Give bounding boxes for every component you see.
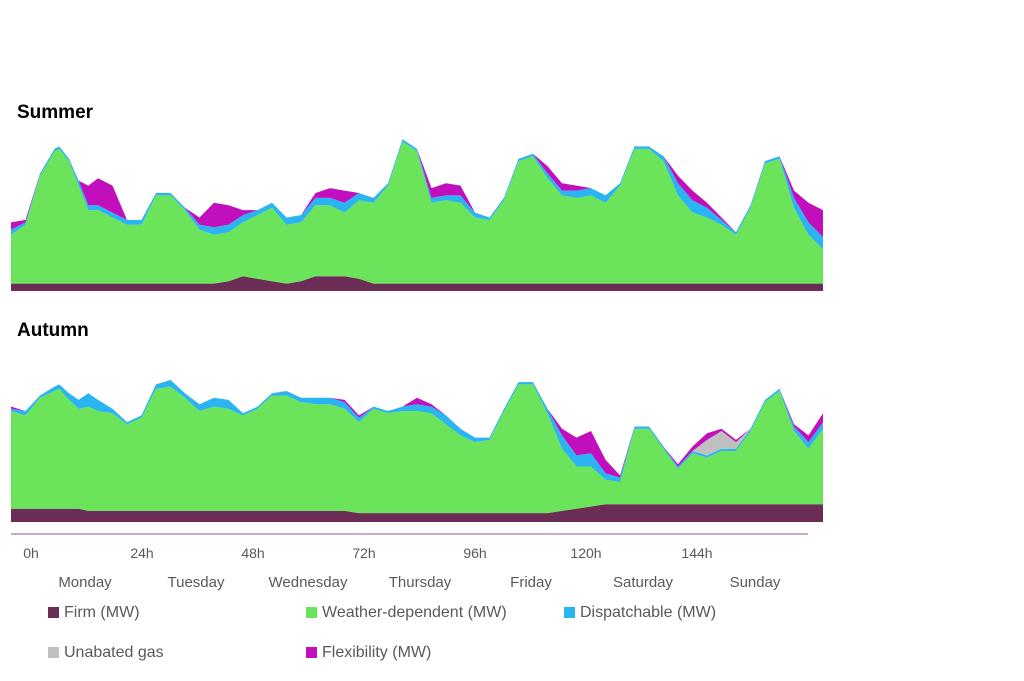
x-tick-label: 0h bbox=[23, 545, 39, 561]
legend-label: Firm (MW) bbox=[64, 604, 140, 621]
day-label: Saturday bbox=[613, 574, 674, 591]
area-weather-autumn bbox=[11, 384, 823, 514]
day-label: Monday bbox=[58, 574, 112, 591]
legend-label: Dispatchable (MW) bbox=[580, 604, 716, 621]
chart-panels: Summer Autumn bbox=[11, 102, 823, 522]
legend-swatch bbox=[306, 607, 317, 618]
x-tick-label: 96h bbox=[463, 545, 486, 561]
panel-title: Summer bbox=[17, 102, 94, 123]
x-tick-label: 144h bbox=[681, 545, 712, 561]
panel-autumn: Autumn bbox=[11, 320, 823, 522]
x-axis-ticks: 0h 24h 48h 72h 96h 120h 144h bbox=[23, 545, 712, 561]
panel-summer: Summer bbox=[11, 102, 823, 291]
legend: Firm (MW) Weather-dependent (MW) Dispatcha… bbox=[48, 604, 716, 661]
legend-item-flex: Flexibility (MW) bbox=[306, 644, 431, 661]
day-label: Sunday bbox=[730, 574, 781, 591]
x-tick-label: 120h bbox=[570, 545, 601, 561]
legend-item-weather: Weather-dependent (MW) bbox=[306, 604, 507, 621]
legend-item-firm: Firm (MW) bbox=[48, 604, 140, 621]
area-dispatchable-autumn bbox=[11, 379, 823, 482]
legend-label: Flexibility (MW) bbox=[322, 644, 431, 661]
area-flex-summer bbox=[11, 139, 823, 238]
day-label: Friday bbox=[510, 574, 552, 591]
legend-swatch bbox=[564, 607, 575, 618]
area-weather-summer bbox=[11, 141, 823, 284]
x-tick-label: 48h bbox=[241, 545, 264, 561]
legend-swatch bbox=[306, 647, 317, 658]
legend-swatch bbox=[48, 647, 59, 658]
day-label: Tuesday bbox=[168, 574, 225, 591]
legend-swatch bbox=[48, 607, 59, 618]
day-label: Thursday bbox=[389, 574, 452, 591]
x-tick-label: 24h bbox=[130, 545, 153, 561]
legend-item-dispatchable: Dispatchable (MW) bbox=[564, 604, 716, 621]
area-flex-autumn bbox=[11, 379, 823, 478]
panel-title: Autumn bbox=[17, 320, 89, 341]
legend-label: Weather-dependent (MW) bbox=[322, 604, 507, 621]
legend-label: Unabated gas bbox=[64, 644, 164, 661]
legend-item-gas: Unabated gas bbox=[48, 644, 164, 661]
x-tick-label: 72h bbox=[352, 545, 375, 561]
day-label: Wednesday bbox=[269, 574, 348, 591]
day-labels: Monday Tuesday Wednesday Thursday Friday Satu… bbox=[58, 574, 781, 591]
area-firm-summer bbox=[11, 276, 823, 291]
